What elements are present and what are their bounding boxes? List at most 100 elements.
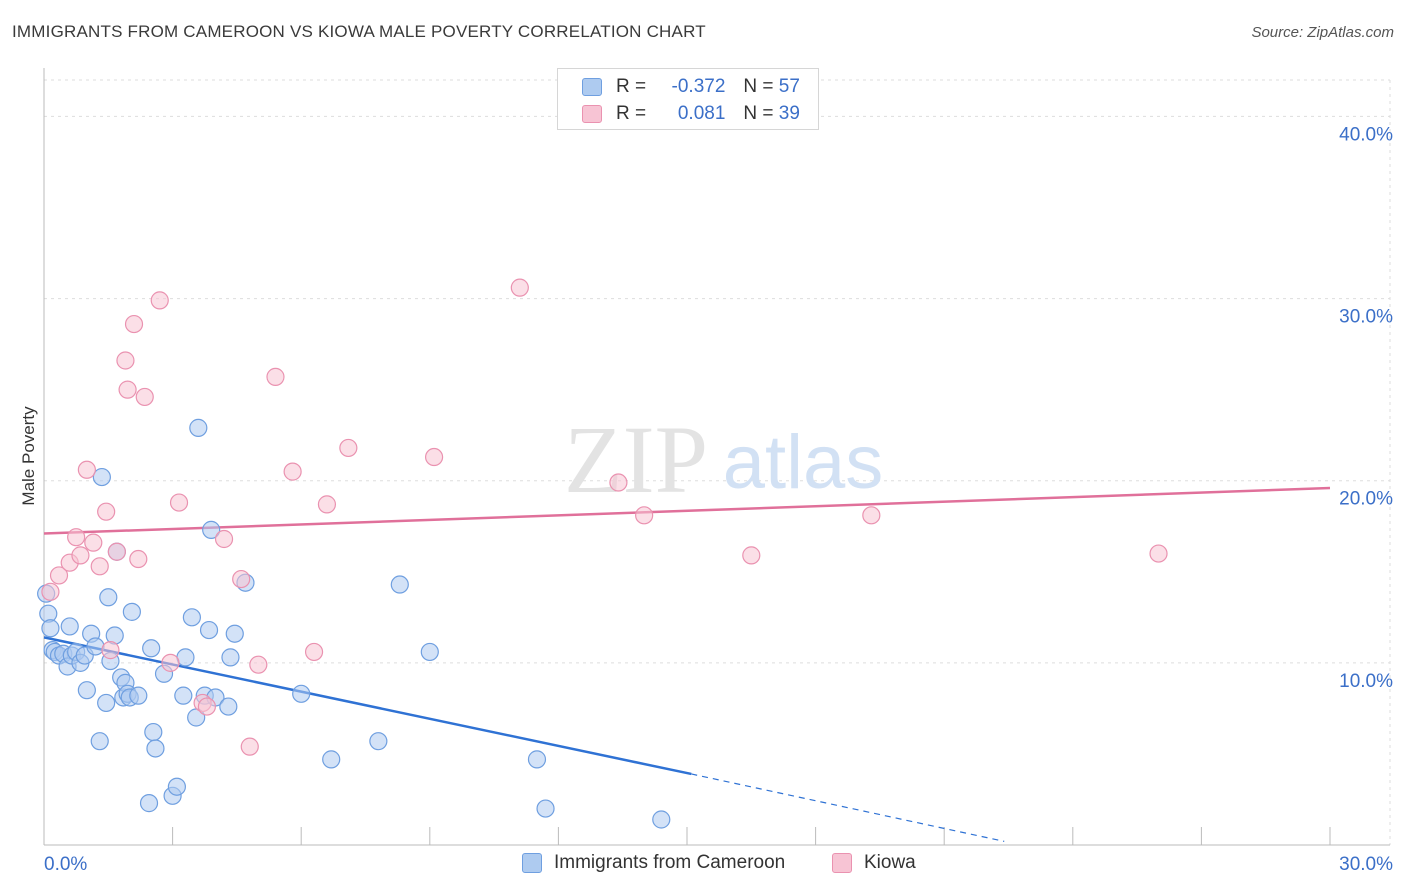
pink-swatch — [832, 853, 852, 873]
kiowa-point — [609, 473, 628, 492]
trend-lines — [43, 486, 1331, 842]
cameroon-point — [536, 799, 555, 818]
watermark: ZIP atlas — [564, 406, 883, 513]
kiowa-trend-line — [43, 486, 1331, 535]
cameroon-point — [322, 750, 341, 769]
kiowa-point — [71, 546, 90, 565]
kiowa-point — [101, 641, 120, 660]
kiowa-point — [240, 737, 259, 756]
kiowa-point — [116, 351, 135, 370]
cameroon-point — [122, 602, 141, 621]
cameroon-point — [90, 732, 109, 751]
cameroon-trend-line — [43, 636, 692, 776]
y-tick-label: 10.0% — [1339, 671, 1393, 692]
legend-label-kiowa: Kiowa — [864, 852, 916, 873]
cameroon-point — [86, 637, 105, 656]
y-axis-label: Male Poverty — [19, 406, 38, 506]
kiowa-point — [161, 653, 180, 672]
kiowa-point — [150, 291, 169, 310]
r-value: 0.081 — [677, 103, 726, 124]
kiowa-point — [77, 460, 96, 479]
kiowa-point — [283, 462, 302, 481]
r-label: R = — [616, 103, 647, 124]
kiowa-point — [135, 387, 154, 407]
blue-swatch — [522, 853, 542, 873]
legend-item-kiowa[interactable]: Kiowa — [832, 852, 916, 874]
watermark-atlas: atlas — [723, 420, 884, 505]
kiowa-point — [317, 495, 337, 514]
cameroon-point — [144, 722, 163, 742]
kiowa-point — [862, 506, 881, 525]
pink-swatch — [582, 105, 602, 123]
kiowa-point — [197, 697, 216, 716]
n-value: 57 — [778, 76, 800, 97]
kiowa-point — [249, 655, 268, 674]
kiowa-point — [118, 380, 137, 399]
cameroon-point — [420, 642, 439, 662]
kiowa-point — [124, 314, 144, 334]
cameroon-point — [527, 750, 547, 769]
cameroon-point — [182, 608, 201, 627]
kiowa-point — [304, 642, 324, 662]
watermark-zip: ZIP — [564, 406, 708, 513]
n-value: 39 — [778, 103, 800, 124]
cameroon-point — [92, 467, 111, 487]
kiowa-point — [90, 557, 109, 576]
kiowa-point — [635, 506, 654, 525]
stats-legend: R = -0.372 N = 57 R = 0.081 N = 39 — [557, 68, 819, 130]
x-tick-label: 0.0% — [44, 854, 87, 875]
cameroon-point — [219, 697, 238, 716]
legend-label-cameroon: Immigrants from Cameroon — [554, 852, 786, 873]
blue-swatch — [582, 78, 602, 96]
cameroon-point — [77, 681, 96, 700]
cameroon-point — [99, 588, 118, 607]
kiowa-point — [424, 447, 444, 467]
cameroon-point — [146, 739, 165, 758]
kiowa-point — [84, 533, 103, 552]
y-tick-label: 30.0% — [1339, 307, 1393, 328]
kiowa-point — [232, 569, 251, 589]
kiowa-point — [107, 542, 126, 561]
r-value: -0.372 — [671, 76, 726, 97]
kiowa-point — [67, 528, 86, 547]
kiowa-point — [129, 549, 148, 569]
grid-lines — [44, 79, 1391, 845]
chart-title: IMMIGRANTS FROM CAMEROON VS KIOWA MALE P… — [12, 22, 706, 41]
cameroon-point — [97, 693, 116, 713]
cameroon-point — [292, 684, 311, 703]
kiowa-point — [49, 566, 69, 585]
stats-row-kiowa: R = 0.081 N = 39 — [582, 102, 800, 126]
cameroon-point — [41, 619, 60, 638]
axes — [43, 68, 1390, 846]
source-label: Source: ZipAtlas.com — [1251, 24, 1394, 41]
stats-row-cameroon: R = -0.372 N = 57 — [582, 75, 800, 99]
kiowa-point — [169, 493, 189, 512]
kiowa-point — [41, 582, 60, 601]
n-label: N = — [743, 76, 774, 97]
legend-item-cameroon[interactable]: Immigrants from Cameroon — [522, 852, 785, 874]
cameroon-point — [369, 732, 388, 751]
kiowa-point — [266, 367, 285, 386]
x-tick-label: 30.0% — [1339, 854, 1393, 875]
r-label: R = — [616, 76, 647, 97]
y-tick-label: 40.0% — [1339, 124, 1393, 145]
tick-labels: 10.0% 20.0% 30.0% 40.0% 0.0% 30.0% — [44, 124, 1393, 875]
cameroon-point — [199, 620, 219, 640]
cameroon-point — [202, 520, 221, 539]
kiowa-point — [510, 278, 529, 297]
data-points — [37, 278, 1168, 829]
cameroon-point — [174, 686, 193, 705]
n-label: N = — [743, 103, 774, 124]
cameroon-point — [390, 575, 409, 594]
cameroon-point — [225, 624, 244, 643]
cameroon-point — [652, 810, 671, 829]
cameroon-point — [139, 794, 159, 813]
y-tick-label: 20.0% — [1339, 489, 1393, 510]
kiowa-point — [742, 546, 761, 565]
cameroon-trend-extension — [691, 773, 1005, 842]
cameroon-point — [189, 418, 208, 437]
kiowa-point — [214, 529, 234, 549]
cameroon-point — [129, 686, 148, 705]
cameroon-point — [167, 777, 186, 796]
